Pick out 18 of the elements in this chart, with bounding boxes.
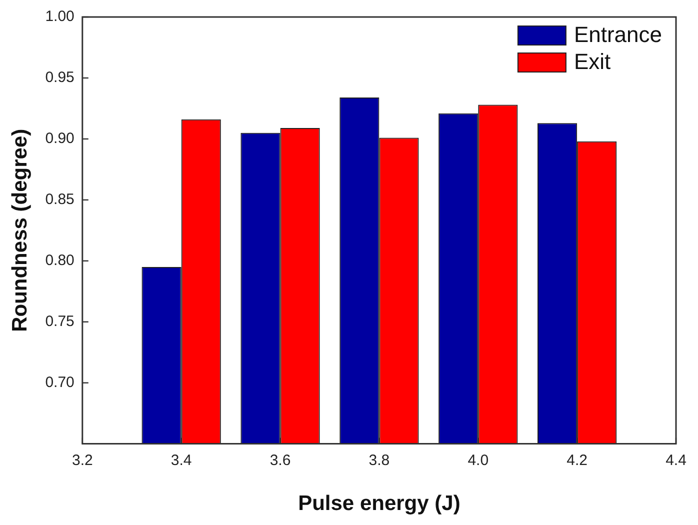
legend-label: Exit [574, 49, 611, 74]
y-axis-title: Roundness (degree) [8, 128, 32, 332]
y-tick-label: 0.95 [45, 69, 74, 86]
x-tick-label: 3.4 [170, 452, 192, 469]
legend-label: Entrance [574, 22, 662, 48]
x-tick-label: 4.2 [566, 452, 588, 469]
y-tick-label: 0.75 [45, 313, 74, 330]
x-tick-label: 4.0 [468, 452, 489, 469]
x-tick-label: 3.2 [72, 452, 93, 469]
y-tick-label: 0.80 [45, 252, 74, 270]
y-tick-label: 0.70 [45, 374, 74, 391]
y-tick-label: 0.90 [45, 130, 74, 148]
y-tick-label: 1.00 [45, 8, 74, 26]
x-tick-label: 3.8 [368, 452, 390, 469]
x-axis-title: Pulse energy (J) [298, 492, 460, 516]
y-tick-label: 0.85 [45, 191, 74, 208]
x-tick-label: 3.6 [270, 452, 291, 469]
x-tick-label: 4.4 [666, 452, 686, 469]
